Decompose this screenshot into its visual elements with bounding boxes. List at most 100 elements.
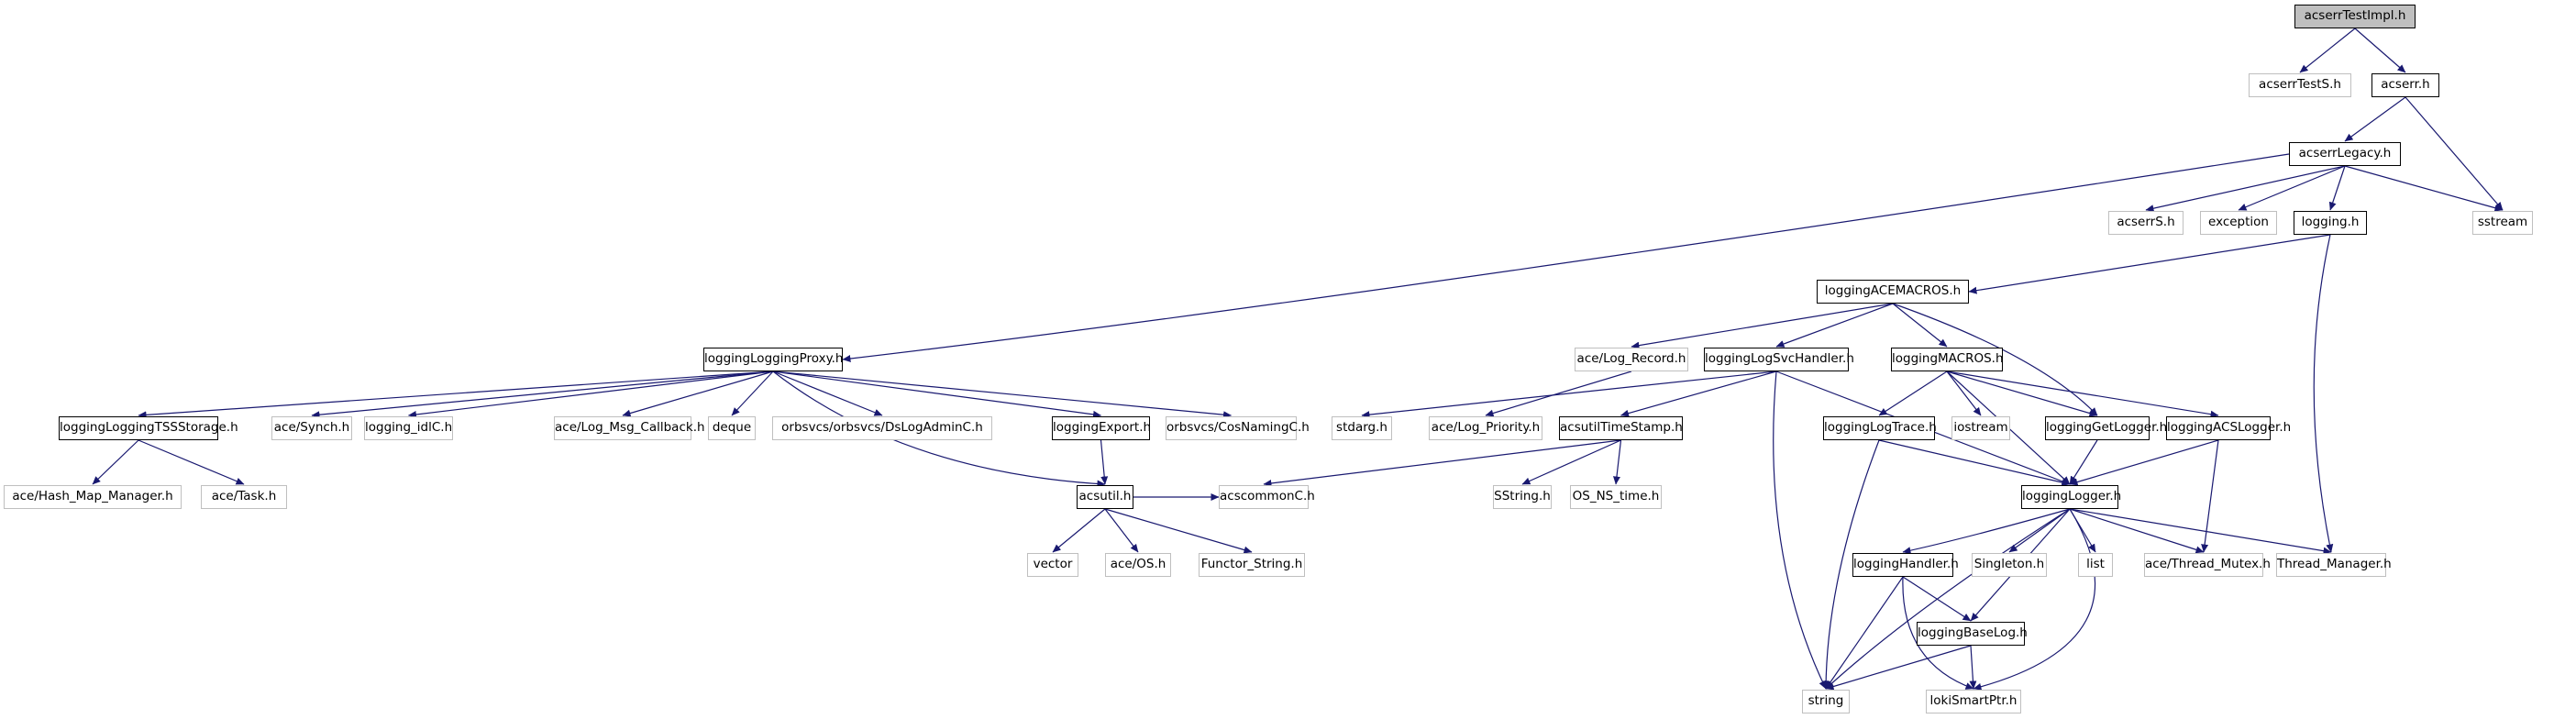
- graph-node-sstream: sstream: [2472, 211, 2533, 235]
- edge-acemacros-to-getlogger: [1892, 303, 2098, 416]
- edge-handler-to-string: [1825, 576, 1904, 690]
- edge-testimpl-to-acserr: [2354, 28, 2406, 73]
- edge-logtrace-to-string: [1822, 439, 1880, 690]
- edge-baselog-to-loki: [1969, 645, 1977, 690]
- edge-macros-to-logtrace: [1878, 371, 1948, 416]
- edge-proxy-to-export: [772, 371, 1101, 418]
- edge-proxy-to-idlc: [408, 371, 774, 418]
- graph-node-stdarg: stdarg.h: [1332, 416, 1392, 440]
- graph-node-exception: exception: [2200, 211, 2277, 235]
- graph-node-deque: deque: [708, 416, 756, 440]
- graph-node-acslogger[interactable]: loggingACSLogger.h: [2166, 416, 2291, 440]
- edge-acserr-to-sstream: [2405, 96, 2504, 211]
- edge-acsutil-to-aceos: [1104, 508, 1139, 553]
- graph-node-threadmutex: ace/Thread_Mutex.h: [2144, 553, 2271, 577]
- edge-testimpl-to-tests: [2299, 28, 2356, 73]
- graph-node-idlc: logging_idlC.h: [364, 416, 453, 440]
- edge-handler-to-loki: [1902, 576, 1974, 690]
- edge-logging-to-threadmanager: [2313, 234, 2334, 553]
- graph-node-threadmanager: Thread_Manager.h: [2276, 553, 2392, 577]
- edge-proxy-to-tss: [138, 371, 774, 419]
- edge-getlogger-to-logger: [2069, 439, 2098, 485]
- edge-logger-to-string: [1825, 508, 2071, 690]
- edge-macros-to-acslogger: [1946, 371, 2219, 418]
- edge-acsutil-to-functor: [1104, 508, 1253, 554]
- graph-node-aceos: ace/OS.h: [1105, 553, 1171, 577]
- edge-acslogger-to-threadmutex: [2201, 439, 2219, 553]
- graph-node-proxy[interactable]: loggingLoggingProxy.h: [703, 348, 844, 371]
- graph-node-logpriority: ace/Log_Priority.h: [1429, 416, 1542, 440]
- graph-node-acserrs: acserrS.h: [2108, 211, 2184, 235]
- edge-proxy-to-logmsgcb: [622, 371, 774, 417]
- graph-node-acemacros[interactable]: loggingACEMACROS.h: [1817, 280, 1969, 304]
- graph-node-hashmap: ace/Hash_Map_Manager.h: [4, 485, 182, 509]
- graph-node-acscommon: acscommonC.h: [1219, 485, 1315, 509]
- graph-node-list: list: [2078, 553, 2113, 577]
- graph-node-string: string: [1802, 690, 1850, 713]
- graph-node-logger[interactable]: loggingLogger.h: [2021, 485, 2121, 509]
- graph-node-getlogger[interactable]: loggingGetLogger.h: [2045, 416, 2167, 440]
- edge-acserr-to-legacy: [2344, 96, 2406, 142]
- graph-node-task: ace/Task.h: [201, 485, 287, 509]
- graph-node-logmsgcb: ace/Log_Msg_Callback.h: [554, 416, 705, 440]
- edge-group: [92, 28, 2504, 691]
- edge-export-to-acsutil: [1100, 439, 1109, 485]
- edge-logger-to-singleton: [2008, 508, 2071, 553]
- edge-legacy-to-exception: [2238, 165, 2346, 211]
- graph-node-functor: Functor_String.h: [1199, 553, 1305, 577]
- graph-node-iostream: iostream: [1951, 416, 2010, 440]
- graph-node-tests: acserrTestS.h: [2249, 73, 2351, 97]
- edge-timestamp-to-osnstime: [1612, 439, 1622, 485]
- graph-node-vector: vector: [1027, 553, 1078, 577]
- edge-proxy-to-deque: [731, 371, 774, 416]
- edge-baselog-to-string: [1825, 645, 1972, 691]
- edge-tss-to-hashmap: [92, 439, 139, 485]
- graph-node-testimpl[interactable]: acserrTestImpl.h: [2294, 5, 2416, 28]
- edge-proxy-to-dslogadmin: [772, 371, 883, 416]
- graph-node-dslogadmin: orbsvcs/orbsvcs/DsLogAdminC.h: [772, 416, 992, 440]
- graph-node-cosnaming: orbsvcs/CosNamingC.h: [1166, 416, 1310, 440]
- graph-node-baselog[interactable]: loggingBaseLog.h: [1917, 622, 2028, 646]
- graph-node-logging[interactable]: logging.h: [2294, 211, 2367, 235]
- graph-node-tss[interactable]: loggingLoggingTSSStorage.h: [59, 416, 238, 440]
- graph-node-handler[interactable]: loggingHandler.h: [1852, 553, 1959, 577]
- graph-node-acserr[interactable]: acserr.h: [2371, 73, 2439, 97]
- edge-legacy-to-acserrs: [2145, 165, 2346, 213]
- graph-node-acsutil[interactable]: acsutil.h: [1077, 485, 1133, 509]
- edge-acemacros-to-macros: [1892, 303, 1948, 348]
- graph-node-legacy[interactable]: acserrLegacy.h: [2289, 142, 2401, 166]
- edge-logger-to-handler: [1902, 508, 2071, 555]
- graph-node-sstring: SString.h: [1493, 485, 1552, 509]
- edge-legacy-to-sstream: [2344, 165, 2504, 212]
- edge-logtrace-to-logger: [1878, 439, 2071, 486]
- graph-node-singleton: Singleton.h: [1972, 553, 2047, 577]
- graph-node-timestamp[interactable]: acsutilTimeStamp.h: [1559, 416, 1683, 440]
- edge-legacy-to-proxy: [842, 153, 2290, 362]
- edge-timestamp-to-acscommon: [1263, 439, 1621, 487]
- edge-proxy-to-synch: [311, 371, 774, 419]
- edge-logrecord-to-logpriority: [1485, 371, 1632, 417]
- edge-acemacros-to-logsvc: [1775, 303, 1894, 348]
- edge-logsvc-to-timestamp: [1620, 371, 1777, 417]
- graph-node-macros[interactable]: loggingMACROS.h: [1891, 348, 2004, 371]
- edge-acsutil-to-vector: [1052, 508, 1106, 553]
- edge-logsvc-to-stdarg: [1361, 371, 1777, 419]
- edge-macros-to-iostream: [1946, 371, 1982, 416]
- graph-node-logtrace[interactable]: loggingLogTrace.h: [1823, 416, 1937, 440]
- edge-proxy-to-acsutil: [772, 371, 1106, 488]
- graph-node-logsvc[interactable]: loggingLogSvcHandler.h: [1704, 348, 1854, 371]
- graph-node-osnstime: OS_NS_time.h: [1570, 485, 1662, 509]
- graph-node-loki: lokiSmartPtr.h: [1926, 690, 2021, 713]
- graph-node-export[interactable]: loggingExport.h: [1052, 416, 1151, 440]
- edge-handler-to-baselog: [1902, 576, 1972, 622]
- edge-acslogger-to-logger: [2069, 439, 2219, 486]
- edge-logging-to-acemacros: [1968, 234, 2331, 294]
- edge-logger-to-threadmanager: [2069, 508, 2332, 555]
- graph-node-logrecord: ace/Log_Record.h: [1575, 348, 1688, 371]
- edge-legacy-to-logging: [2328, 165, 2346, 211]
- edge-timestamp-to-sstring: [1521, 439, 1621, 485]
- edge-macros-to-getlogger: [1946, 371, 2098, 417]
- edge-logsvc-to-string: [1773, 371, 1827, 690]
